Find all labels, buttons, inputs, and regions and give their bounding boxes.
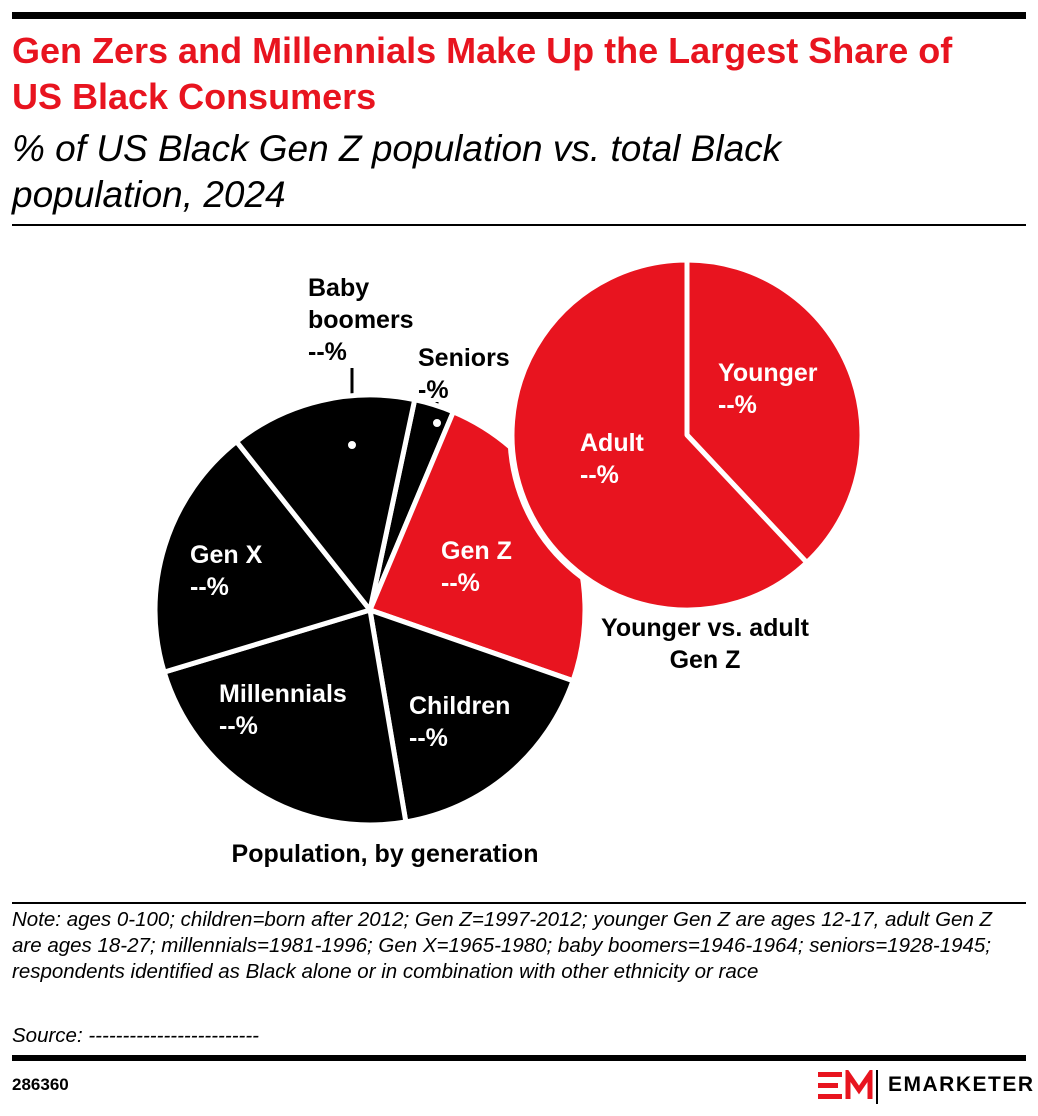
category-label: Millennials	[219, 680, 347, 708]
chart	[152, 257, 865, 828]
pie-slice	[509, 257, 810, 613]
slice-label: Children --%	[409, 690, 549, 754]
slice-label: Millennials --%	[219, 678, 379, 742]
slice-label: Gen X --%	[190, 539, 310, 603]
source: Source: -------------------------	[12, 1024, 260, 1047]
pie-slice	[367, 607, 576, 825]
value-label: --%	[190, 573, 229, 601]
pie-slice	[152, 439, 373, 675]
subtitle: % of US Black Gen Z population vs. total…	[12, 128, 782, 215]
pie-title: Population, by generation	[231, 840, 539, 868]
category-label: Younger	[718, 359, 818, 387]
slice-label: Baby boomers --%	[308, 272, 438, 368]
pie-slice	[161, 607, 409, 828]
pie-title: Younger vs. adult Gen Z	[601, 614, 809, 674]
rule	[12, 224, 1026, 226]
bottom-rule	[12, 1055, 1026, 1061]
value-label: --%	[580, 461, 619, 489]
value-label: --%	[219, 712, 258, 740]
category-label: Seniors	[418, 344, 510, 372]
top-rule	[12, 12, 1026, 19]
pie-slice	[233, 392, 418, 613]
value-label: --%	[718, 391, 757, 419]
slice-label: Younger --%	[718, 357, 848, 421]
slice-label: Adult --%	[580, 427, 700, 491]
note: Note: ages 0-100; children=born after 20…	[12, 908, 993, 983]
chart-id: 286360	[12, 1075, 69, 1094]
value-label: --%	[308, 338, 347, 366]
slice-label: Gen Z --%	[441, 535, 561, 599]
category-label: Baby boomers	[308, 274, 414, 334]
slice-label: Seniors -%	[418, 342, 538, 406]
value-label: -%	[418, 376, 449, 404]
pie-slice	[684, 257, 865, 566]
value-label: --%	[409, 724, 448, 752]
rule	[12, 902, 1026, 904]
value-label: --%	[441, 569, 480, 597]
category-label: Adult	[580, 429, 644, 457]
title: Gen Zers and Millennials Make Up the Lar…	[12, 30, 953, 117]
category-label: Children	[409, 692, 511, 720]
leader-dot	[346, 439, 358, 451]
brand: EMARKETER	[888, 1073, 1035, 1096]
logo-mark	[818, 1070, 878, 1104]
category-label: Gen Z	[441, 537, 512, 565]
leader-dot	[431, 417, 443, 429]
category-label: Gen X	[190, 541, 263, 569]
